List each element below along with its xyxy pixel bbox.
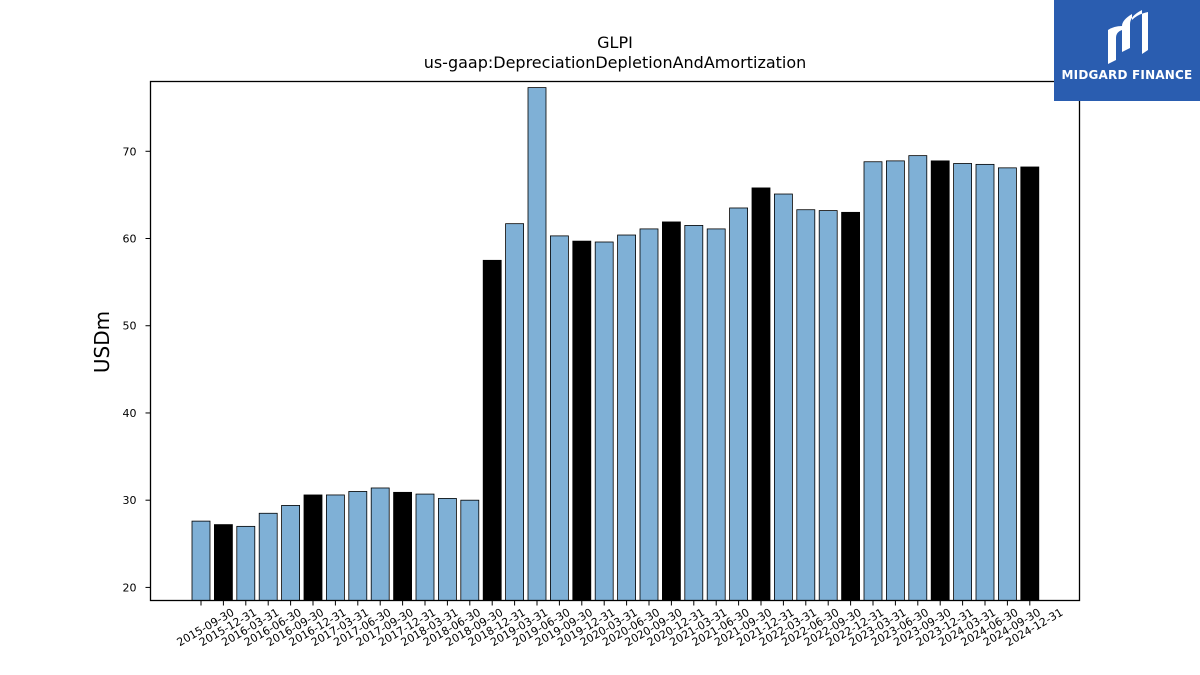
- bar-2018-09-30: [460, 499, 480, 601]
- bar-2022-06-30: [796, 209, 816, 601]
- bar-2016-06-30: [258, 512, 278, 601]
- bar-2022-03-31: [774, 193, 793, 601]
- y-tick-label: 20: [123, 581, 137, 594]
- bars-group: [191, 87, 1040, 601]
- bar-2015-12-31: [213, 524, 233, 601]
- bar-2023-06-30: [886, 160, 905, 601]
- bar-2019-12-31: [572, 240, 592, 601]
- bar-2024-03-31: [953, 163, 972, 601]
- bar-2019-03-31: [505, 223, 525, 601]
- bar-2023-12-31: [930, 160, 950, 601]
- bar-2015-09-30: [191, 520, 211, 601]
- bar-2018-03-31: [415, 493, 435, 601]
- bar-2019-06-30: [527, 87, 547, 601]
- bar-2020-12-31: [662, 221, 681, 601]
- bar-2017-03-31: [325, 494, 345, 601]
- bar-2016-03-31: [236, 525, 256, 601]
- bar-2020-09-30: [639, 228, 659, 601]
- bar-2021-09-30: [729, 207, 748, 601]
- bar-2022-09-30: [818, 210, 838, 601]
- bar-2024-09-30: [998, 167, 1017, 601]
- bar-2016-09-30: [281, 505, 301, 601]
- bar-2021-12-31: [751, 187, 771, 601]
- x-axis-ticks: 2015-09-302015-12-312016-03-312016-06-30…: [175, 600, 1065, 649]
- plot-frame: [149, 80, 1081, 602]
- bar-2020-06-30: [617, 234, 636, 601]
- bar-2017-06-30: [348, 491, 368, 601]
- midgard-logo-mark-icon: [1108, 10, 1148, 64]
- bar-2021-03-31: [684, 225, 704, 601]
- bar-2021-06-30: [706, 228, 726, 601]
- bar-2023-03-31: [863, 161, 883, 601]
- y-tick-label: 30: [123, 494, 137, 507]
- y-tick-label: 70: [123, 145, 137, 158]
- bar-2018-12-31: [482, 259, 502, 601]
- chart-subtitle: us-gaap:DepreciationDepletionAndAmortiza…: [424, 53, 807, 72]
- y-tick-label: 60: [123, 233, 137, 246]
- bar-2022-12-31: [841, 211, 860, 601]
- midgard-finance-logo: MIDGARD FINANCE: [1054, 0, 1200, 101]
- bar-2017-12-31: [393, 491, 413, 601]
- bar-2024-06-30: [975, 163, 995, 601]
- bar-2018-06-30: [437, 498, 457, 601]
- bar-2020-03-31: [594, 241, 614, 601]
- y-tick-label: 40: [123, 407, 137, 420]
- y-tick-label: 50: [123, 320, 137, 333]
- bar-2023-09-30: [908, 155, 928, 601]
- bar-2016-12-31: [303, 494, 323, 601]
- y-axis-label: USDm: [90, 311, 114, 373]
- bar-2017-09-30: [370, 487, 390, 601]
- logo-text: MIDGARD FINANCE: [1061, 68, 1193, 82]
- chart-title: GLPI: [597, 33, 633, 52]
- y-axis-ticks: 20 30 40 50 60 70: [123, 145, 151, 594]
- bar-2024-12-31: [1020, 166, 1040, 601]
- bar-2019-09-30: [550, 235, 569, 601]
